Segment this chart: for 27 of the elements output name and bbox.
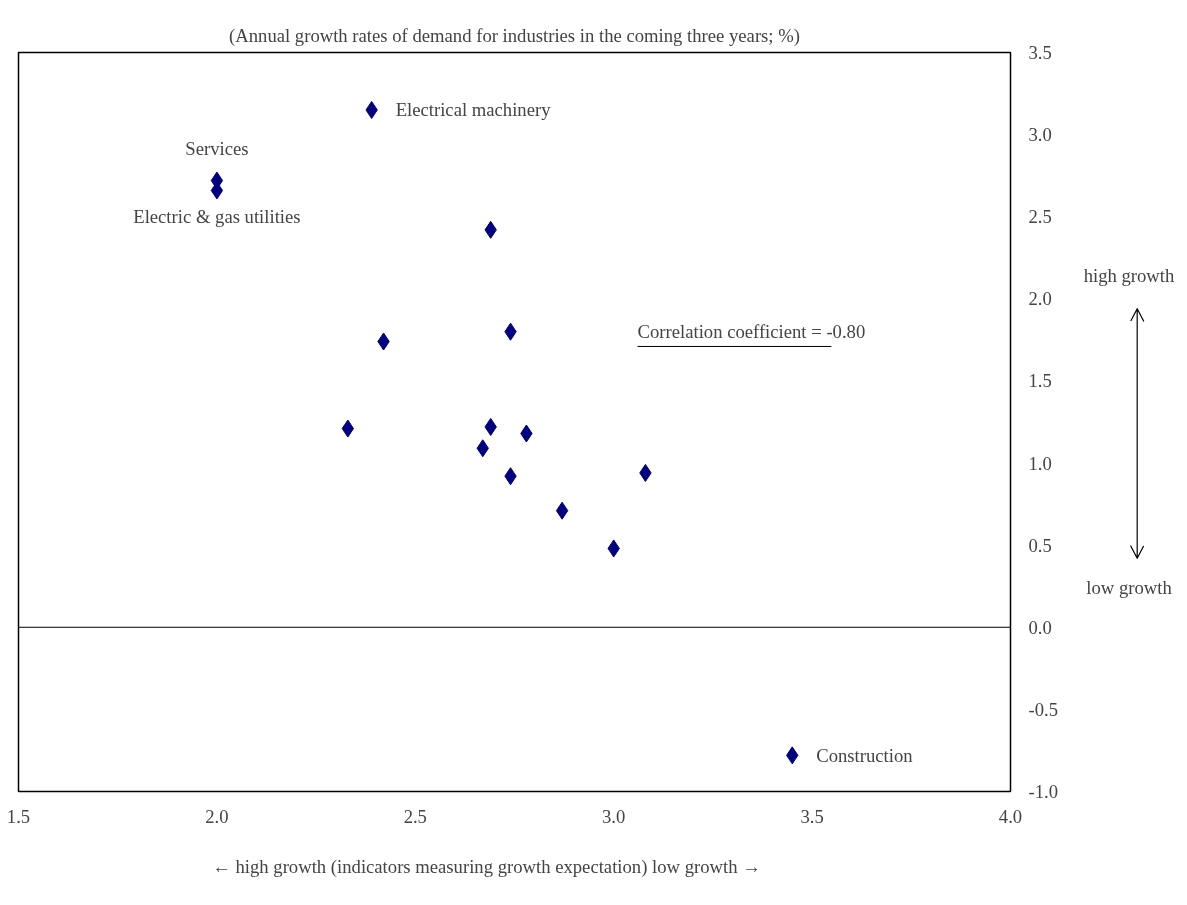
y-tick-label: 3.5 [1028, 42, 1052, 63]
y-tick-label: 0.0 [1028, 616, 1052, 638]
x-tick-label: 2.0 [205, 805, 229, 827]
annotation: Construction [816, 744, 914, 766]
point [341, 419, 355, 438]
x-tick-label: 2.5 [403, 805, 427, 827]
x-tick-label: 1.5 [6, 805, 31, 827]
annotation: Electrical machinery [395, 99, 552, 121]
x-tick-label: 4.0 [998, 805, 1023, 827]
annotation: Correlation coefficient = -0.80 [637, 321, 866, 343]
y-tick-label: 1.0 [1028, 452, 1052, 474]
x-axis-title: ← high growth (indicators measuring growth expectation) low growth → [212, 855, 761, 878]
annotation: Services [185, 137, 249, 159]
annotation: Electric & gas utilities [133, 206, 301, 228]
x-tick-label: 3.0 [602, 805, 626, 827]
y-tick-label: 1.5 [1028, 370, 1052, 392]
text: low growth [1086, 577, 1173, 599]
point [555, 501, 569, 520]
y-axis-title: (Annual growth rates of demand for industries in the coming three years; %) [229, 24, 800, 47]
y-tick-label: 3.0 [1028, 124, 1052, 146]
y-tick-label: 2.5 [1028, 206, 1052, 228]
y-tick-label: 0.5 [1028, 534, 1052, 556]
x-tick-label: 3.5 [800, 805, 824, 827]
y-tick-label: -1.0 [1028, 781, 1059, 802]
y-tick-label: 2.0 [1028, 288, 1052, 310]
text: high growth [1083, 265, 1176, 287]
y-tick-label: -0.5 [1028, 698, 1059, 720]
